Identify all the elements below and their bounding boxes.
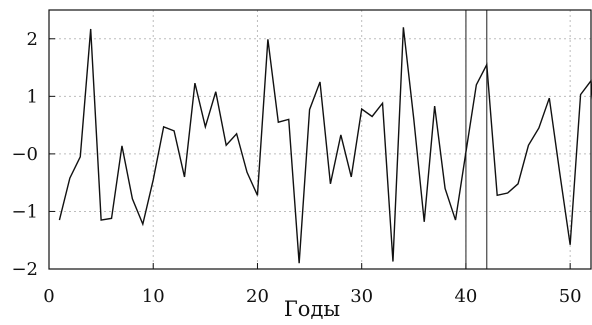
x-tick-label: 20: [246, 286, 269, 307]
y-tick-label: −0: [11, 144, 38, 165]
grid-layer: [49, 10, 591, 270]
y-tick-label: −1: [11, 201, 38, 222]
x-tick-label: 30: [350, 286, 373, 307]
x-tick-label: 10: [142, 286, 165, 307]
x-tick-label: 50: [559, 286, 582, 307]
x-axis-title: Годы: [284, 297, 340, 321]
vertical-markers: [465, 10, 488, 269]
series-layer: [58, 27, 592, 264]
tick-label-layer: 0 10 20 30 40 50 −2 −1 −0 1 2: [11, 29, 581, 307]
y-tick-label: −2: [11, 259, 38, 280]
series-line: [58, 27, 592, 264]
x-tick-label: 0: [43, 286, 54, 307]
plot-frame: [48, 9, 592, 270]
y-tick-label: 1: [27, 86, 38, 107]
x-tick-label: 40: [454, 286, 477, 307]
tick-layer: [48, 38, 571, 270]
y-tick-label: 2: [27, 29, 38, 50]
